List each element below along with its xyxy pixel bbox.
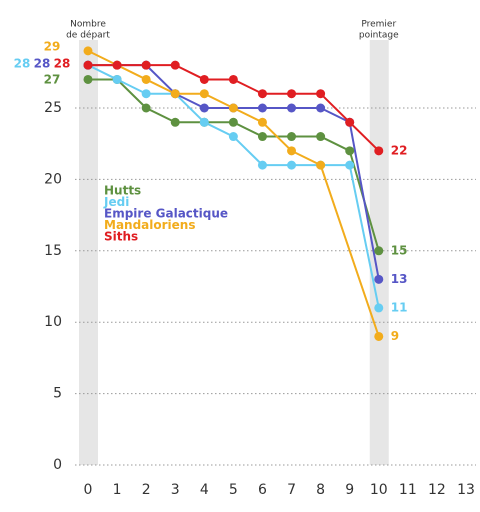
x-tick-label: 7 xyxy=(287,482,296,498)
x-tick-label: 13 xyxy=(457,482,475,498)
y-tick-label: 5 xyxy=(53,386,62,402)
data-point xyxy=(257,89,267,99)
data-point xyxy=(257,103,267,113)
data-point xyxy=(141,103,151,113)
data-point xyxy=(345,160,355,170)
data-point xyxy=(228,132,238,142)
data-point xyxy=(199,89,209,99)
legend-entry: Hutts xyxy=(104,184,141,198)
annotation: Nombre xyxy=(70,20,106,30)
start-label: 27 xyxy=(44,73,61,87)
data-point xyxy=(287,89,297,99)
data-point xyxy=(83,60,93,70)
data-point xyxy=(112,74,122,84)
data-point xyxy=(141,89,151,99)
end-label: 9 xyxy=(391,329,399,343)
annotation: de départ xyxy=(66,30,110,41)
data-point xyxy=(199,74,209,84)
y-tick-label: 25 xyxy=(44,100,62,116)
data-point xyxy=(112,60,122,70)
data-point xyxy=(228,117,238,127)
data-point xyxy=(228,103,238,113)
highlight-band xyxy=(79,40,98,465)
legend-entry: Jedi xyxy=(103,195,129,209)
x-tick-label: 3 xyxy=(171,482,180,498)
x-tick-label: 10 xyxy=(370,482,388,498)
data-point xyxy=(374,146,384,156)
start-label: 28 xyxy=(54,57,71,71)
data-point xyxy=(287,132,297,142)
data-point xyxy=(374,303,384,313)
data-point xyxy=(287,146,297,156)
y-tick-label: 20 xyxy=(44,171,62,187)
end-label: 11 xyxy=(391,300,408,314)
y-tick-label: 10 xyxy=(44,314,62,330)
data-point xyxy=(316,103,326,113)
annotation: Premier xyxy=(361,20,396,30)
data-point xyxy=(83,74,93,84)
data-point xyxy=(141,74,151,84)
data-point xyxy=(345,117,355,127)
data-point xyxy=(199,117,209,127)
x-tick-label: 2 xyxy=(142,482,151,498)
series-line xyxy=(88,64,380,280)
data-point xyxy=(257,160,267,170)
x-tick-label: 9 xyxy=(345,482,354,498)
x-tick-label: 12 xyxy=(428,482,446,498)
data-point xyxy=(170,60,180,70)
data-point xyxy=(287,160,297,170)
legend-entry: Siths xyxy=(104,230,138,244)
data-point xyxy=(257,117,267,127)
x-tick-label: 11 xyxy=(399,482,417,498)
x-tick-label: 1 xyxy=(113,482,122,498)
data-point xyxy=(316,132,326,142)
data-point xyxy=(287,103,297,113)
data-point xyxy=(141,60,151,70)
data-point xyxy=(83,46,93,56)
legend-entry: Empire Galactique xyxy=(104,207,228,221)
legend-entry: Mandaloriens xyxy=(104,218,195,232)
data-point xyxy=(316,89,326,99)
data-point xyxy=(345,146,355,156)
data-point xyxy=(170,89,180,99)
x-tick-label: 6 xyxy=(258,482,267,498)
y-tick-label: 0 xyxy=(53,457,62,473)
x-tick-label: 4 xyxy=(200,482,209,498)
start-label: 28 xyxy=(14,57,31,71)
series-line xyxy=(87,49,380,337)
end-label: 13 xyxy=(391,272,408,286)
data-point xyxy=(199,103,209,113)
annotation: pointage xyxy=(359,31,399,41)
end-label: 15 xyxy=(391,243,408,257)
start-label: 28 xyxy=(34,57,51,71)
data-point xyxy=(170,117,180,127)
start-label: 29 xyxy=(44,40,61,54)
x-tick-label: 8 xyxy=(316,482,325,498)
x-tick-label: 0 xyxy=(84,482,93,498)
data-point xyxy=(257,132,267,142)
data-point xyxy=(316,160,326,170)
end-label: 22 xyxy=(391,143,408,157)
data-point xyxy=(374,246,384,256)
y-tick-label: 15 xyxy=(44,243,62,259)
x-tick-label: 5 xyxy=(229,482,238,498)
data-point xyxy=(228,74,238,84)
data-point xyxy=(374,331,384,341)
data-point xyxy=(374,274,384,284)
